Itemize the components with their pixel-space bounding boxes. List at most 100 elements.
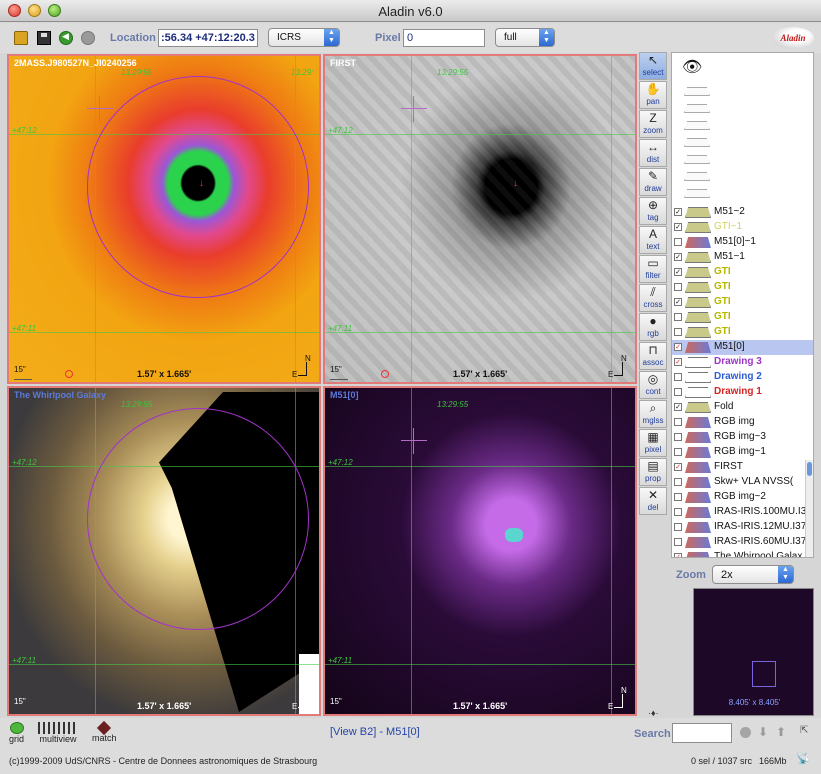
view-panel-2mass[interactable]: ↓ 2MASS.J980527N_JI0240256 13:29:55 13:2…: [7, 54, 321, 384]
layer-checkbox[interactable]: ✓: [674, 358, 682, 366]
grid-button[interactable]: grid: [9, 722, 24, 744]
layer-row[interactable]: ✓ GTI: [672, 295, 813, 310]
layer-checkbox[interactable]: ✓: [674, 298, 682, 306]
empty-plane-icon[interactable]: [684, 121, 710, 130]
layer-row[interactable]: GTI: [672, 325, 813, 340]
zoom-window-button[interactable]: [48, 4, 61, 17]
view-panel-whirlpool[interactable]: The Whirlpool Galaxy 13:29:55 +47:12 +47…: [7, 386, 321, 716]
empty-plane-icon[interactable]: [684, 138, 710, 147]
layer-checkbox[interactable]: [674, 448, 682, 456]
search-go-icon[interactable]: [740, 727, 751, 738]
tool-assoc-button[interactable]: ⊓ assoc: [639, 342, 667, 370]
tool-del-button[interactable]: ✕ del: [639, 487, 667, 515]
empty-plane-icon[interactable]: [684, 104, 710, 113]
drag-handle-icon[interactable]: ·♦·: [648, 708, 659, 718]
layer-row[interactable]: ✓ FIRST: [672, 460, 813, 475]
layer-checkbox[interactable]: ✓: [674, 553, 682, 557]
scrollbar-thumb[interactable]: [807, 462, 812, 476]
tool-tag-button[interactable]: ⊕ tag: [639, 197, 667, 225]
empty-plane-icon[interactable]: [684, 172, 710, 181]
layer-row[interactable]: ✓ Fold: [672, 400, 813, 415]
search-input[interactable]: [672, 723, 732, 743]
zoom-select[interactable]: 2x ▲ ▼: [712, 565, 794, 584]
empty-plane-icon[interactable]: [684, 87, 710, 96]
empty-plane-icon[interactable]: [684, 155, 710, 164]
layer-checkbox[interactable]: [674, 313, 682, 321]
layer-row[interactable]: Drawing 1: [672, 385, 813, 400]
pixel-mode-select[interactable]: full ▲ ▼: [495, 28, 555, 47]
layer-checkbox[interactable]: ✓: [674, 223, 682, 231]
tool-prop-button[interactable]: ▤ prop: [639, 458, 667, 486]
frame-select[interactable]: ICRS ▲ ▼: [268, 28, 340, 47]
layer-checkbox[interactable]: [674, 283, 682, 291]
layer-row[interactable]: Skw+ VLA NVSS(: [672, 475, 813, 490]
layer-checkbox[interactable]: ✓: [674, 463, 682, 471]
layer-checkbox[interactable]: [674, 238, 682, 246]
layer-checkbox[interactable]: ✓: [674, 253, 682, 261]
layer-checkbox[interactable]: [674, 523, 682, 531]
save-disk-icon[interactable]: [37, 31, 51, 45]
layer-checkbox[interactable]: [674, 478, 682, 486]
layer-row[interactable]: ✓ GTI: [672, 265, 813, 280]
layer-checkbox[interactable]: [674, 508, 682, 516]
layer-row[interactable]: ✓ GTI~1: [672, 220, 813, 235]
match-button[interactable]: match: [92, 720, 117, 743]
layer-checkbox[interactable]: ✓: [674, 403, 682, 411]
layer-row[interactable]: GTI: [672, 280, 813, 295]
view-panel-first[interactable]: ↓ FIRST 13:29:55 +47:12 +47:11 15" 1.57'…: [323, 54, 637, 384]
layer-row[interactable]: RGB img~2: [672, 490, 813, 505]
layer-row[interactable]: RGB img~1: [672, 445, 813, 460]
layer-checkbox[interactable]: ✓: [674, 343, 682, 351]
tool-dist-button[interactable]: ↔ dist: [639, 139, 667, 167]
back-arrow-icon[interactable]: [59, 31, 73, 45]
empty-plane-icon[interactable]: [684, 189, 710, 198]
eye-icon[interactable]: 👁: [682, 59, 703, 76]
layer-row[interactable]: ✓ M51~1: [672, 250, 813, 265]
stack-scrollbar[interactable]: [805, 460, 813, 557]
view-panel-m51[interactable]: M51[0] 13:29:55 +47:12 +47:11 15" 1.57' …: [323, 386, 637, 716]
layer-checkbox[interactable]: [674, 388, 682, 396]
tool-filter-button[interactable]: ▭ filter: [639, 255, 667, 283]
layer-row[interactable]: IRAS-IRIS.100MU.I3: [672, 505, 813, 520]
layer-checkbox[interactable]: ✓: [674, 268, 682, 276]
layer-row[interactable]: M51[0]~1: [672, 235, 813, 250]
expand-icon[interactable]: ⇱: [800, 725, 809, 736]
layer-row[interactable]: ✓ The Whirpool Galax: [672, 550, 813, 557]
tool-pan-button[interactable]: ✋ pan: [639, 81, 667, 109]
layer-row[interactable]: IRAS-IRIS.12MU.I37: [672, 520, 813, 535]
minimize-window-button[interactable]: [28, 4, 41, 17]
layer-row[interactable]: RGB img: [672, 415, 813, 430]
tool-cont-button[interactable]: ◎ cont: [639, 371, 667, 399]
layer-checkbox[interactable]: [674, 493, 682, 501]
pixel-input[interactable]: [403, 29, 485, 47]
layer-checkbox[interactable]: [674, 418, 682, 426]
stop-icon[interactable]: [81, 31, 95, 45]
layer-row[interactable]: Drawing 2: [672, 370, 813, 385]
zoom-frame[interactable]: [752, 661, 776, 687]
layer-row[interactable]: RGB img~3: [672, 430, 813, 445]
multiview-button[interactable]: multiview: [38, 722, 78, 744]
layer-row[interactable]: IRAS-IRIS.60MU.I37: [672, 535, 813, 550]
zoom-view[interactable]: 8.405' x 8.405': [693, 588, 814, 716]
tool-select-button[interactable]: ↖ select: [639, 52, 667, 80]
open-folder-icon[interactable]: [14, 31, 28, 45]
layer-checkbox[interactable]: ✓: [674, 208, 682, 216]
tool-mglss-button[interactable]: ⌕ mglss: [639, 400, 667, 428]
tool-pixel-button[interactable]: ▦ pixel: [639, 429, 667, 457]
antenna-icon[interactable]: 📡: [796, 753, 810, 765]
layer-row[interactable]: ✓ M51~2: [672, 205, 813, 220]
tool-rgb-button[interactable]: ● rgb: [639, 313, 667, 341]
down-arrow-icon[interactable]: ⬇: [758, 725, 769, 739]
close-window-button[interactable]: [8, 4, 21, 17]
layer-row[interactable]: GTI: [672, 310, 813, 325]
layer-checkbox[interactable]: [674, 328, 682, 336]
layer-checkbox[interactable]: [674, 538, 682, 546]
layer-row[interactable]: ✓ Drawing 3: [672, 355, 813, 370]
layer-checkbox[interactable]: [674, 433, 682, 441]
tool-draw-button[interactable]: ✎ draw: [639, 168, 667, 196]
tool-cross-button[interactable]: ⫽ cross: [639, 284, 667, 312]
layer-row[interactable]: ✓ M51[0]: [672, 340, 813, 355]
layer-checkbox[interactable]: [674, 373, 682, 381]
